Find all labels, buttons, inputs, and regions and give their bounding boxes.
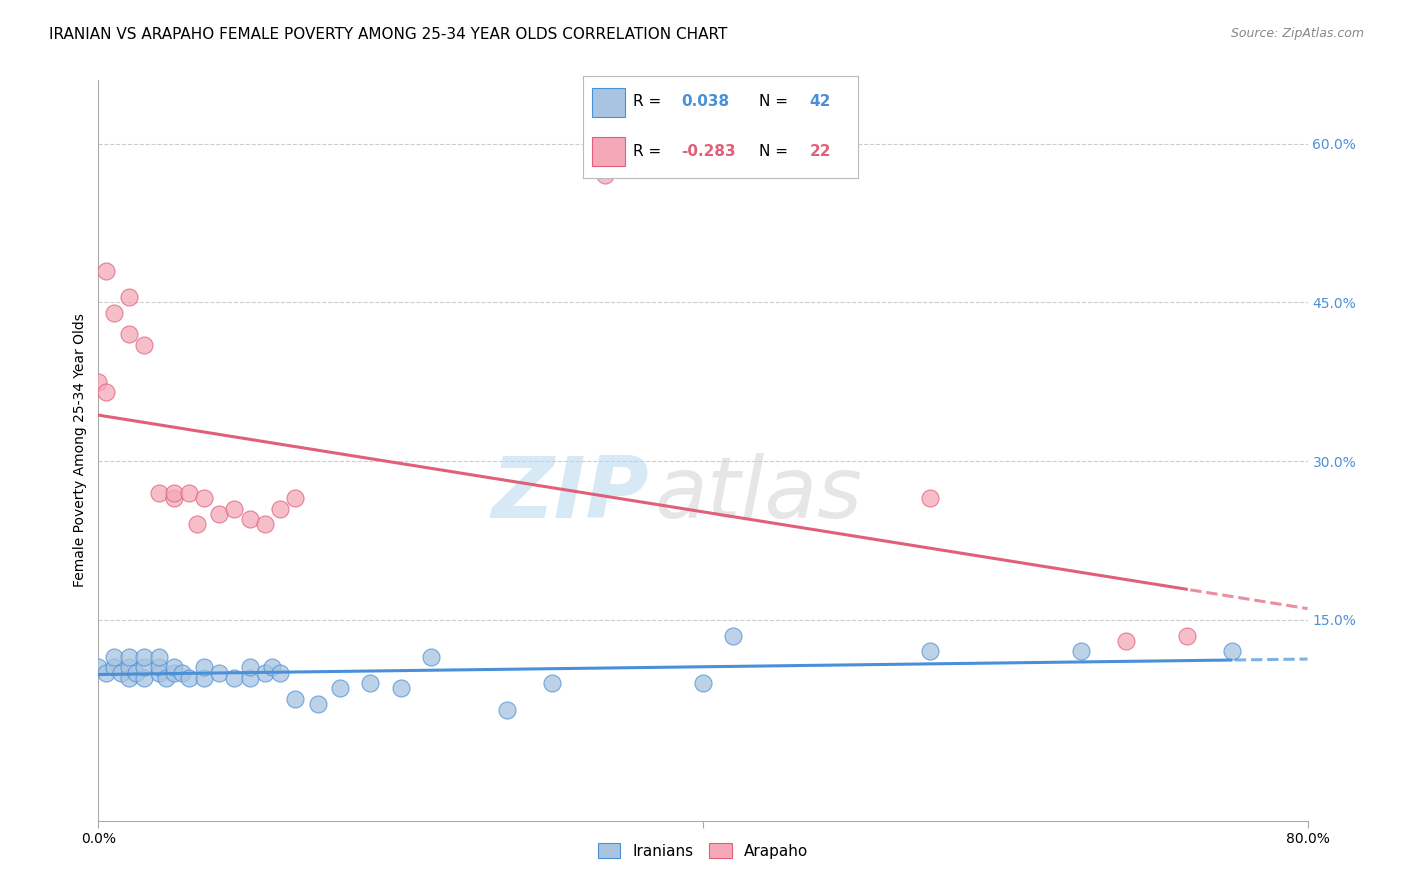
Point bbox=[224, 671, 246, 685]
Point bbox=[208, 665, 231, 680]
Legend: Iranians, Arapaho: Iranians, Arapaho bbox=[592, 837, 814, 865]
Point bbox=[262, 660, 284, 674]
Point bbox=[307, 698, 329, 712]
Point bbox=[193, 660, 215, 674]
Text: -0.283: -0.283 bbox=[681, 145, 735, 160]
Point bbox=[224, 501, 246, 516]
Text: atlas: atlas bbox=[655, 453, 863, 536]
Point bbox=[132, 671, 155, 685]
Point bbox=[193, 671, 215, 685]
Text: 42: 42 bbox=[810, 95, 831, 110]
Point bbox=[94, 263, 117, 277]
Point bbox=[360, 676, 382, 690]
Point bbox=[118, 649, 141, 664]
Point bbox=[132, 649, 155, 664]
Text: 22: 22 bbox=[810, 145, 831, 160]
Point bbox=[103, 660, 125, 674]
Point bbox=[186, 517, 208, 532]
Point bbox=[495, 703, 517, 717]
Point bbox=[132, 337, 155, 351]
Text: N =: N = bbox=[759, 145, 793, 160]
Point bbox=[723, 628, 745, 642]
Point bbox=[148, 485, 170, 500]
Point bbox=[389, 681, 412, 696]
Text: R =: R = bbox=[633, 95, 666, 110]
Point bbox=[87, 660, 110, 674]
Point bbox=[284, 692, 307, 706]
Point bbox=[155, 671, 177, 685]
Text: Source: ZipAtlas.com: Source: ZipAtlas.com bbox=[1230, 27, 1364, 40]
Point bbox=[148, 649, 170, 664]
Point bbox=[118, 660, 141, 674]
Point bbox=[593, 169, 616, 183]
Point bbox=[284, 491, 307, 505]
Point bbox=[163, 665, 186, 680]
Point bbox=[540, 676, 562, 690]
Text: N =: N = bbox=[759, 95, 793, 110]
Point bbox=[179, 671, 201, 685]
Point bbox=[163, 660, 186, 674]
Text: IRANIAN VS ARAPAHO FEMALE POVERTY AMONG 25-34 YEAR OLDS CORRELATION CHART: IRANIAN VS ARAPAHO FEMALE POVERTY AMONG … bbox=[49, 27, 727, 42]
Point bbox=[87, 375, 110, 389]
Point bbox=[1070, 644, 1092, 658]
Y-axis label: Female Poverty Among 25-34 Year Olds: Female Poverty Among 25-34 Year Olds bbox=[73, 313, 87, 588]
Text: R =: R = bbox=[633, 145, 666, 160]
Point bbox=[118, 327, 141, 342]
Point bbox=[179, 485, 201, 500]
Point bbox=[269, 501, 291, 516]
Point bbox=[163, 491, 186, 505]
Point bbox=[170, 665, 193, 680]
Point bbox=[329, 681, 352, 696]
Point bbox=[269, 665, 291, 680]
Point bbox=[253, 665, 276, 680]
Point bbox=[94, 665, 117, 680]
Point bbox=[239, 512, 262, 526]
Text: ZIP: ZIP bbox=[491, 453, 648, 536]
Point bbox=[239, 660, 262, 674]
Point bbox=[253, 517, 276, 532]
Point bbox=[1115, 633, 1137, 648]
Point bbox=[103, 306, 125, 320]
Point bbox=[1175, 628, 1198, 642]
Bar bbox=[592, 137, 624, 166]
Point bbox=[125, 665, 148, 680]
Point bbox=[148, 660, 170, 674]
Point bbox=[94, 385, 117, 400]
Point bbox=[692, 676, 714, 690]
Point bbox=[163, 485, 186, 500]
Point bbox=[208, 507, 231, 521]
Point bbox=[132, 660, 155, 674]
Point bbox=[918, 491, 941, 505]
Bar bbox=[592, 88, 624, 117]
Point bbox=[918, 644, 941, 658]
Point bbox=[118, 671, 141, 685]
Point bbox=[118, 290, 141, 304]
Point bbox=[239, 671, 262, 685]
Point bbox=[110, 665, 132, 680]
Point bbox=[148, 665, 170, 680]
Text: 0.038: 0.038 bbox=[681, 95, 728, 110]
Point bbox=[1220, 644, 1243, 658]
Point bbox=[103, 649, 125, 664]
Point bbox=[420, 649, 443, 664]
Point bbox=[193, 491, 215, 505]
